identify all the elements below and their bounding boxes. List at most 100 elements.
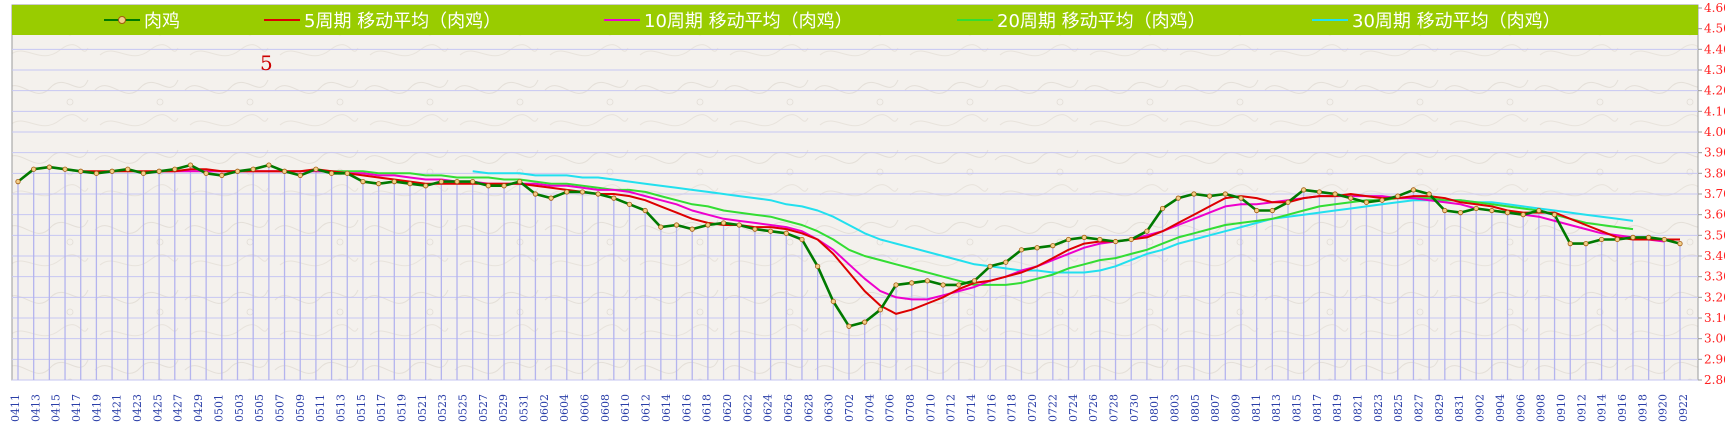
data-point [470, 179, 476, 185]
data-point [783, 230, 789, 236]
x-tick-label: 0726 [1087, 394, 1100, 422]
x-tick-label: 0730 [1128, 394, 1141, 422]
data-point [125, 166, 131, 172]
x-tick-label: 0803 [1168, 394, 1181, 422]
data-point [93, 170, 99, 176]
x-tick-label: 0722 [1046, 394, 1059, 422]
data-point [234, 168, 241, 174]
data-point [1128, 236, 1134, 243]
x-tick-label: 0827 [1413, 394, 1426, 422]
data-point [1018, 247, 1025, 253]
data-point [1316, 189, 1322, 195]
y-tick-label: 3.40 [1704, 249, 1725, 263]
data-point [344, 170, 350, 176]
x-tick-label: 0728 [1107, 394, 1120, 422]
y-tick-label: 3.00 [1704, 332, 1725, 346]
legend-swatch-line-icon [957, 9, 993, 31]
data-point [407, 181, 413, 187]
x-tick-label: 0602 [538, 394, 551, 422]
data-point [673, 222, 680, 228]
data-point [940, 282, 946, 288]
data-point [1097, 236, 1103, 243]
data-point [1536, 207, 1542, 214]
x-tick-label: 0809 [1229, 394, 1242, 422]
legend-swatch-line-icon [264, 9, 300, 31]
x-tick-label: 0606 [579, 394, 592, 422]
data-point [31, 166, 37, 172]
data-point [297, 172, 303, 178]
x-tick-label: 0829 [1433, 394, 1446, 422]
data-point [689, 226, 695, 232]
x-tick-label: 0616 [680, 394, 693, 422]
x-tick-label: 0922 [1677, 394, 1690, 422]
data-point [720, 220, 727, 226]
data-point [438, 179, 444, 185]
x-tick-label: 0712 [945, 394, 958, 422]
x-tick-label: 0914 [1596, 394, 1609, 422]
x-tick-label: 0419 [90, 394, 103, 422]
data-point [1661, 236, 1667, 243]
x-tick-label: 0920 [1657, 394, 1670, 422]
data-point [281, 168, 288, 174]
data-point [313, 166, 319, 172]
x-tick-label: 0807 [1209, 394, 1222, 422]
data-point [579, 189, 586, 195]
x-tick-label: 0718 [1006, 394, 1019, 422]
data-point [250, 166, 256, 172]
data-point [830, 298, 836, 305]
data-point [1489, 207, 1495, 214]
data-point [360, 179, 366, 185]
x-tick-label: 0904 [1494, 394, 1507, 422]
data-point [1426, 191, 1432, 197]
x-tick-label: 0710 [924, 394, 937, 422]
data-point [1646, 234, 1652, 240]
data-point [15, 179, 21, 185]
x-tick-label: 0509 [294, 394, 307, 422]
x-tick-label: 0513 [334, 394, 347, 422]
y-tick-label: 4.30 [1704, 63, 1725, 77]
data-point [909, 280, 915, 286]
x-tick-label: 0916 [1616, 394, 1629, 422]
data-point [1332, 191, 1338, 197]
data-point [1410, 187, 1417, 193]
data-point [799, 236, 805, 243]
data-point [1457, 210, 1464, 216]
x-tick-label: 0505 [253, 394, 266, 422]
x-tick-label: 0908 [1535, 394, 1548, 422]
data-point [423, 183, 429, 189]
x-tick-label: 0724 [1067, 394, 1080, 422]
data-point [203, 170, 209, 176]
x-tick-label: 0515 [355, 394, 368, 422]
x-tick-label: 0427 [172, 394, 185, 422]
x-tick-label: 0413 [29, 394, 42, 422]
x-tick-label: 0823 [1372, 394, 1385, 422]
data-point [987, 263, 993, 269]
data-point [1583, 241, 1589, 247]
data-point [1379, 197, 1385, 203]
data-point [517, 179, 523, 185]
data-point [736, 222, 742, 228]
x-tick-label: 0423 [131, 394, 144, 422]
data-point [893, 282, 899, 288]
x-tick-label: 0517 [375, 394, 388, 422]
x-tick-label: 0624 [762, 394, 775, 422]
x-tick-label: 0501 [212, 394, 225, 422]
x-tick-label: 0614 [660, 394, 673, 422]
data-point [1269, 207, 1275, 214]
data-point [768, 228, 774, 234]
x-tick-label: 0531 [518, 394, 531, 422]
x-tick-label: 0817 [1311, 394, 1324, 422]
x-tick-label: 0831 [1453, 394, 1466, 422]
data-point [1395, 193, 1401, 199]
y-tick-label: 4.00 [1704, 125, 1725, 139]
data-point [956, 282, 962, 288]
x-tick-label: 0622 [741, 394, 754, 422]
data-point [1473, 205, 1479, 212]
x-tick-label: 0429 [192, 394, 205, 422]
x-tick-label: 0529 [497, 394, 510, 422]
legend-label: 10周期 移动平均（肉鸡） [644, 11, 853, 32]
x-tick-label: 0821 [1352, 394, 1365, 422]
data-point [752, 226, 758, 232]
